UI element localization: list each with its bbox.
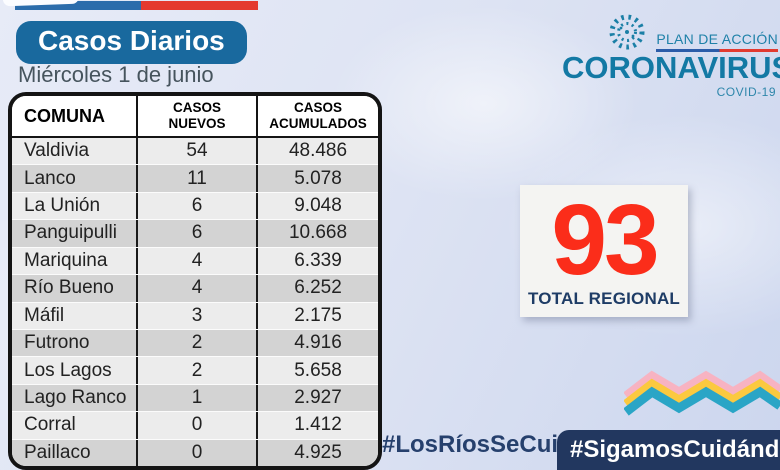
table-row: Corral 0 1.412: [12, 411, 378, 439]
cell-comuna: Valdivia: [24, 140, 90, 162]
table-row: Futrono 2 4.916: [12, 328, 378, 357]
table-row: Panguipulli 6 10.668: [12, 219, 378, 247]
table-row: Máfil 3 2.175: [12, 301, 378, 329]
cell-nuevos: 0: [136, 412, 256, 439]
cell-nuevos: 3: [136, 302, 256, 329]
table-row: Mariquina 4 6.339: [12, 246, 378, 275]
report-date: Miércoles 1 de junio: [18, 62, 214, 87]
cell-nuevos: 2: [136, 357, 256, 384]
column-header-casos-acumulados: CASOS ACUMULADOS: [256, 96, 378, 136]
coronavirus-logo: PLAN DE ACCIÓN CORONAVIRUS COVID-19: [562, 12, 780, 99]
plan-de-accion-label: PLAN DE ACCIÓN: [656, 31, 778, 47]
chile-flag-ribbon: [15, 1, 258, 10]
cell-nuevos: 4: [136, 275, 256, 302]
cell-nuevos: 6: [136, 220, 256, 247]
cell-comuna: La Unión: [24, 195, 101, 217]
cell-acumulados: 6.252: [256, 275, 378, 302]
cell-acumulados: 2.175: [256, 302, 378, 329]
cell-comuna: Panguipulli: [24, 222, 117, 244]
flag-underline: [656, 49, 778, 52]
total-regional-card: 93 TOTAL REGIONAL: [520, 185, 688, 317]
cell-acumulados: 5.078: [256, 165, 378, 192]
virus-icon: [609, 14, 645, 50]
cell-acumulados: 1.412: [256, 412, 378, 439]
cell-nuevos: 2: [136, 329, 256, 357]
cell-comuna: Paillaco: [24, 441, 91, 463]
cell-nuevos: 54: [136, 138, 256, 165]
cell-nuevos: 1: [136, 384, 256, 412]
cell-acumulados: 48.486: [256, 138, 378, 165]
covid19-label: COVID-19: [716, 84, 776, 99]
cell-comuna: Lago Ranco: [24, 387, 127, 408]
cell-acumulados: 5.658: [256, 357, 378, 384]
table-body: Valdivia 54 48.486 Lanco 11 5.078 La Uni…: [12, 138, 378, 466]
hashtag-bar: #SigamosCuidándonos: [557, 430, 780, 470]
total-label: TOTAL REGIONAL: [527, 289, 681, 308]
cell-comuna: Corral: [24, 414, 76, 436]
table-row: Lanco 11 5.078: [12, 164, 378, 192]
cell-nuevos: 11: [136, 165, 256, 192]
cell-nuevos: 6: [136, 192, 256, 220]
cell-comuna: Máfil: [24, 304, 65, 326]
cell-comuna: Mariquina: [24, 249, 108, 271]
hashtag-sigamos: #SigamosCuidándonos: [570, 436, 780, 463]
total-value: 93: [551, 184, 659, 296]
table-row: Los Lagos 2 5.658: [12, 356, 378, 384]
cell-acumulados: 9.048: [256, 192, 378, 220]
cell-comuna: Los Lagos: [24, 359, 112, 381]
flag-red-segment: [141, 1, 258, 10]
cell-comuna: Lanco: [24, 167, 76, 189]
cell-acumulados: 4.925: [256, 439, 378, 466]
hashtag-losrios: #LosRíosSeCuida: [382, 431, 587, 458]
table-row: Lago Ranco 1 2.927: [12, 383, 378, 412]
cases-table: COMUNA CASOS NUEVOS CASOS ACUMULADOS Val…: [8, 92, 382, 470]
zigzag-decoration: [624, 370, 780, 416]
table-row: Paillaco 0 4.925: [12, 438, 378, 466]
cell-acumulados: 2.927: [256, 384, 378, 412]
column-header-casos-nuevos: CASOS NUEVOS: [136, 96, 256, 136]
cell-comuna: Futrono: [24, 332, 90, 354]
table-row: La Unión 6 9.048: [12, 191, 378, 220]
table-row: Valdivia 54 48.486: [12, 138, 378, 165]
cell-acumulados: 4.916: [256, 329, 378, 357]
page-title: Casos Diarios: [16, 21, 247, 64]
coronavirus-wordmark: CORONAVIRUS: [562, 50, 780, 85]
column-header-comuna: COMUNA: [24, 105, 105, 126]
plan-block: PLAN DE ACCIÓN: [656, 31, 778, 52]
cell-nuevos: 4: [136, 247, 256, 275]
cell-acumulados: 10.668: [256, 220, 378, 247]
cell-acumulados: 6.339: [256, 247, 378, 275]
table-header-row: COMUNA CASOS NUEVOS CASOS ACUMULADOS: [12, 96, 378, 138]
cell-comuna: Río Bueno: [24, 277, 114, 299]
logo-top-row: PLAN DE ACCIÓN: [562, 12, 780, 52]
flag-blue-segment: [15, 1, 141, 10]
cell-nuevos: 0: [136, 439, 256, 466]
table-row: Río Bueno 4 6.252: [12, 274, 378, 302]
